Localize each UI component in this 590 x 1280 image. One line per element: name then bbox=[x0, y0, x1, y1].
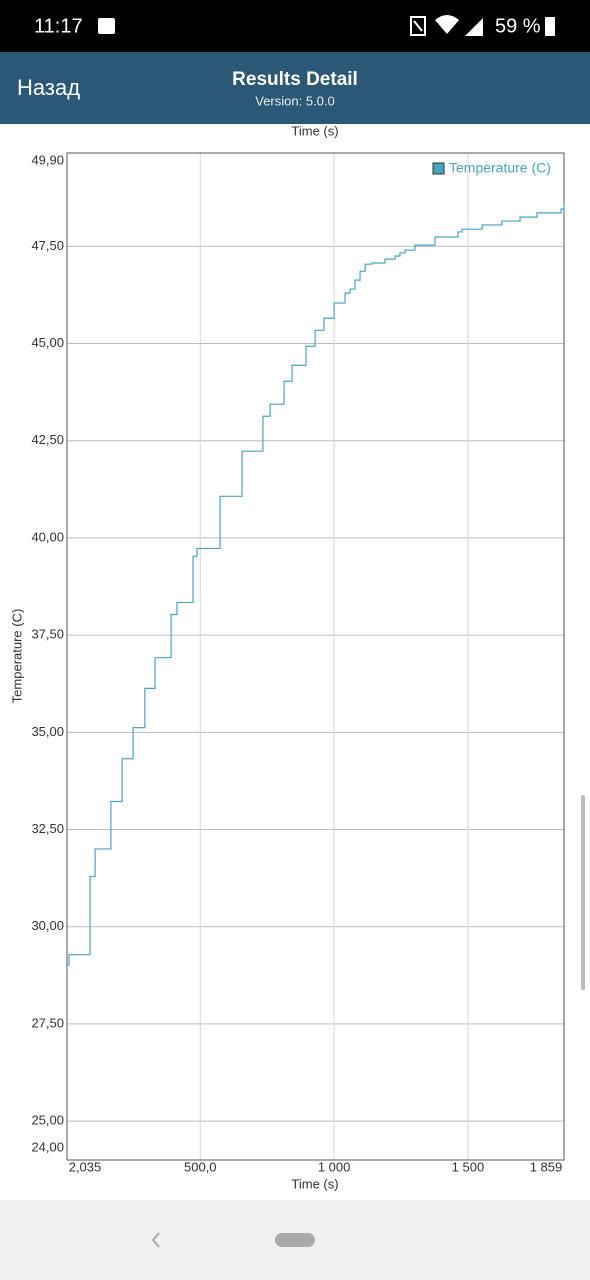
battery-level: 59 % bbox=[495, 15, 541, 37]
chart: Time (s) Time (s) Temperature (C) 24,00 2… bbox=[9, 123, 565, 1191]
legend-swatch bbox=[432, 162, 445, 175]
gallery-icon bbox=[98, 18, 115, 34]
nfc-icon bbox=[410, 16, 426, 36]
x-tick-label: 500,0 bbox=[184, 1159, 217, 1174]
plot-border bbox=[66, 152, 565, 1161]
y-tick-label: 49,90 bbox=[31, 152, 64, 167]
y-tick-label: 40,00 bbox=[31, 529, 64, 544]
x-tick-label: 2,035 bbox=[69, 1159, 102, 1174]
x-axis-title: Time (s) bbox=[291, 1176, 338, 1191]
top-axis-title: Time (s) bbox=[291, 123, 338, 138]
legend-label: Temperature (C) bbox=[449, 160, 551, 176]
nav-home[interactable] bbox=[275, 1233, 315, 1247]
y-tick-label: 24,00 bbox=[31, 1139, 64, 1154]
plot-area bbox=[67, 153, 564, 1160]
y-tick-label: 30,00 bbox=[31, 918, 64, 933]
header-title: Results Detail bbox=[232, 69, 358, 90]
battery-icon bbox=[545, 17, 555, 36]
wifi-icon bbox=[435, 15, 459, 34]
header bbox=[0, 52, 590, 124]
y-tick-label: 37,50 bbox=[31, 627, 64, 642]
header-subtitle: Version: 5.0.0 bbox=[255, 93, 335, 108]
data-line bbox=[67, 203, 565, 966]
scrollbar bbox=[581, 795, 585, 990]
y-tick-label: 27,50 bbox=[31, 1015, 64, 1030]
nav-back[interactable] bbox=[151, 1232, 160, 1248]
x-tick-label: 1 859 bbox=[530, 1159, 563, 1174]
y-tick-label: 32,50 bbox=[31, 821, 64, 836]
x-tick-label: 1 500 bbox=[452, 1159, 485, 1174]
y-tick-label: 42,50 bbox=[31, 432, 64, 447]
y-tick-label: 25,00 bbox=[31, 1113, 64, 1128]
x-tick-label: 1 000 bbox=[318, 1159, 351, 1174]
y-axis-title: Temperature (C) bbox=[9, 609, 24, 704]
y-tick-label: 35,00 bbox=[31, 724, 64, 739]
y-tick-label: 45,00 bbox=[31, 335, 64, 350]
back-button[interactable]: Назад bbox=[17, 75, 80, 100]
signal-icon bbox=[465, 18, 483, 36]
status-time: 11:17 bbox=[34, 15, 83, 37]
y-tick-label: 47,50 bbox=[31, 238, 64, 253]
